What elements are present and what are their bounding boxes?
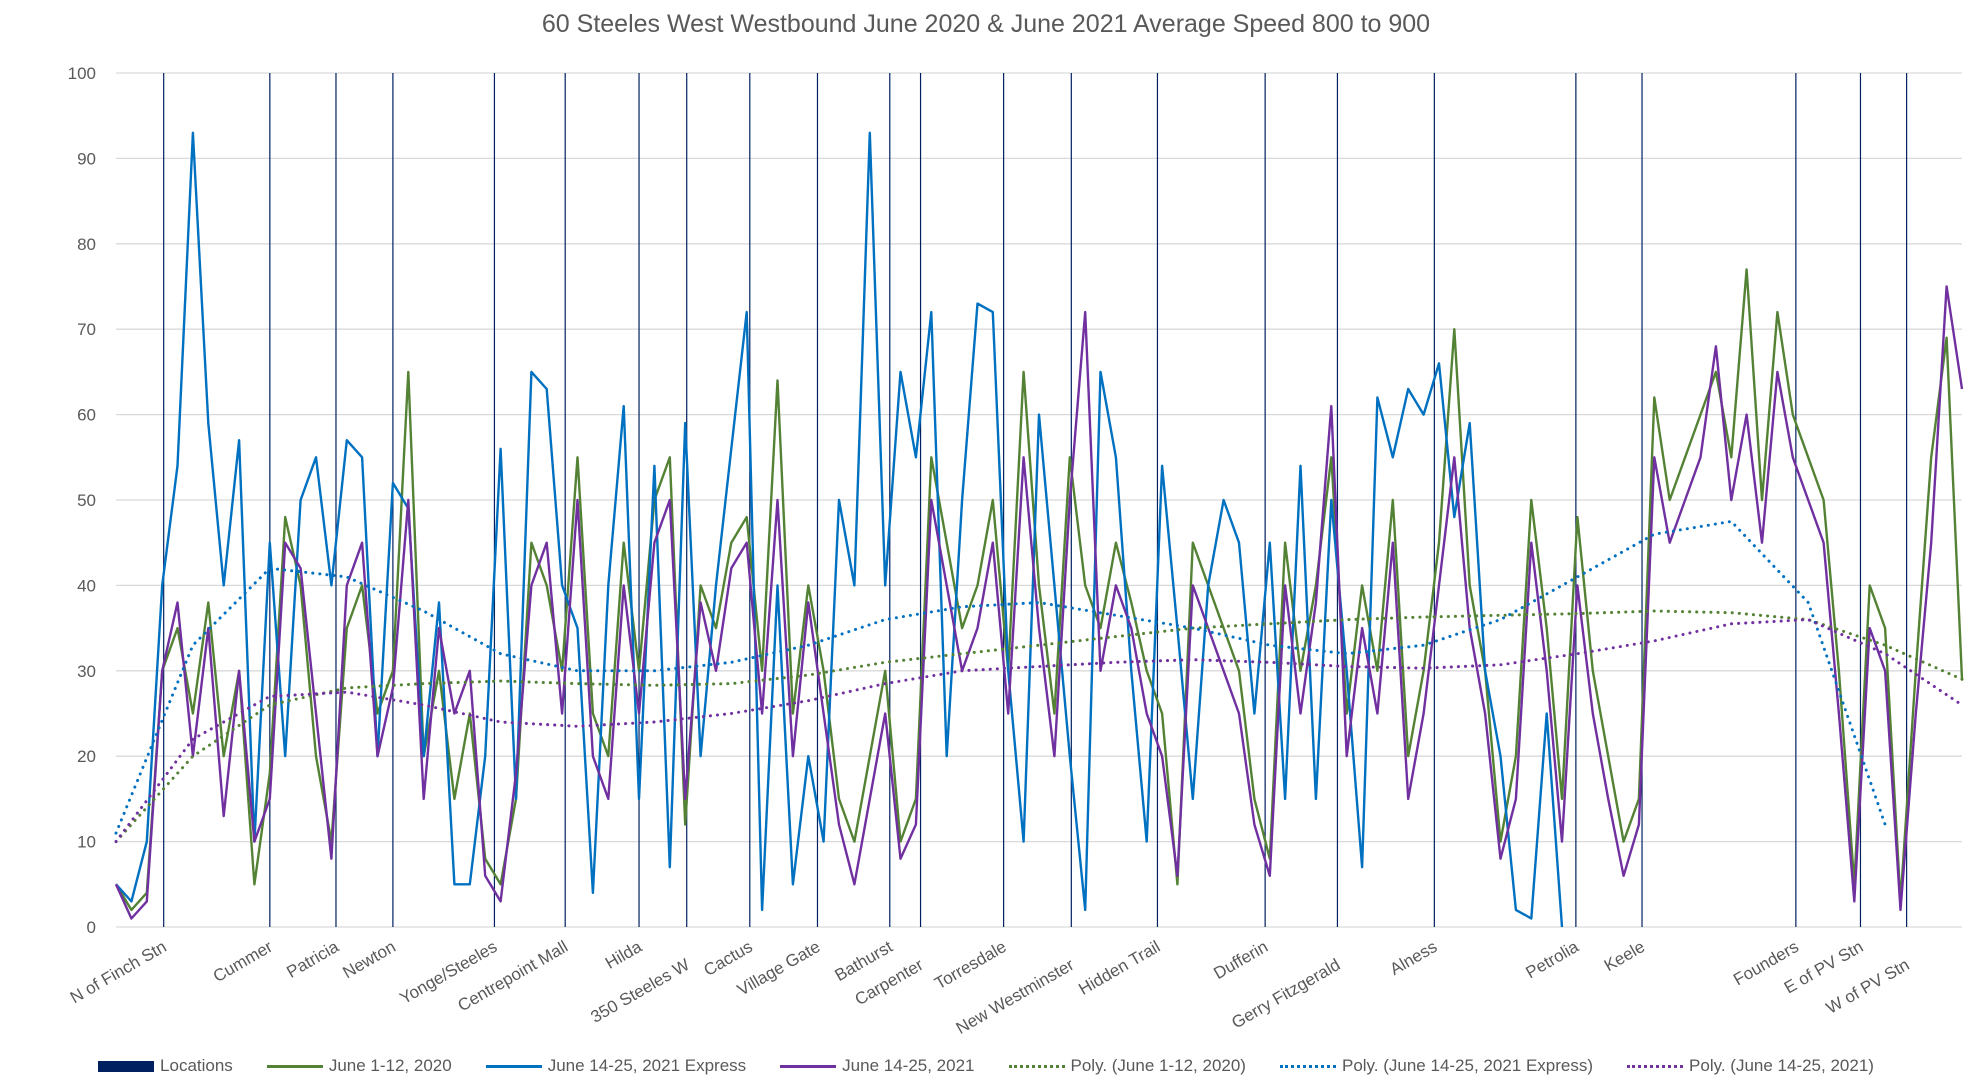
- y-tick-label: 50: [77, 491, 96, 510]
- y-tick-label: 70: [77, 320, 96, 339]
- legend-item-2021: June 14-25, 2021: [780, 1056, 975, 1076]
- legend-swatch: [1279, 1064, 1336, 1068]
- x-category-label: Cactus: [700, 937, 755, 980]
- legend-item-2020: June 1-12, 2020: [266, 1056, 452, 1076]
- y-tick-label: 20: [77, 747, 96, 766]
- y-tick-label: 30: [77, 662, 96, 681]
- trendline-poly-june-1-12-2020-: [114, 609, 1964, 844]
- legend-item-2021-express: June 14-25, 2021 Express: [485, 1056, 747, 1076]
- legend-item-poly-2021-express: Poly. (June 14-25, 2021 Express): [1279, 1056, 1594, 1076]
- legend-item-locations: Locations: [98, 1056, 233, 1076]
- legend-swatch: [780, 1064, 837, 1068]
- legend-swatch: [266, 1064, 323, 1068]
- x-category-label: 350 Steeles W: [587, 955, 692, 1027]
- trendline-poly-june-14-25-2021-: [114, 618, 1964, 844]
- x-category-label: Hidden Trail: [1075, 937, 1163, 999]
- x-category-label: Patricia: [283, 937, 342, 982]
- legend-label: Poly. (June 14-25, 2021): [1689, 1056, 1874, 1075]
- legend-label: June 1-12, 2020: [328, 1056, 452, 1075]
- legend-swatch: [1627, 1064, 1684, 1068]
- x-category-label: Keele: [1601, 937, 1648, 975]
- x-category-label: Alness: [1387, 937, 1441, 979]
- y-tick-label: 40: [77, 576, 96, 595]
- legend-label: June 14-25, 2021: [842, 1056, 975, 1075]
- x-category-label: Hilda: [602, 937, 646, 973]
- legend-swatch: [1008, 1064, 1065, 1068]
- legend-swatch: [98, 1060, 155, 1072]
- y-tick-label: 100: [68, 64, 96, 83]
- legend-swatch: [485, 1064, 542, 1068]
- y-tick-label: 0: [87, 918, 96, 937]
- series-line-june-14-25-2021: [114, 285, 1964, 920]
- y-tick-label: 80: [77, 235, 96, 254]
- legend-label: Locations: [160, 1056, 233, 1075]
- y-tick-label: 60: [77, 406, 96, 425]
- trendline-poly-june-14-25-2021-express-: [114, 519, 1887, 835]
- x-category-label: Dufferin: [1210, 937, 1271, 983]
- legend-item-poly-2021: Poly. (June 14-25, 2021): [1627, 1056, 1874, 1076]
- legend-label: Poly. (June 14-25, 2021 Express): [1341, 1056, 1594, 1075]
- y-tick-label: 10: [77, 833, 96, 852]
- legend-item-poly-2020: Poly. (June 1-12, 2020): [1008, 1056, 1246, 1076]
- legend: Locations June 1-12, 2020 June 14-25, 20…: [0, 1056, 1972, 1076]
- x-category-label: Cummer: [210, 937, 276, 986]
- series-line-june-14-25-2021-express: [115, 131, 1564, 928]
- x-category-label: N of Finch Stn: [67, 937, 170, 1007]
- chart-title: 60 Steeles West Westbound June 2020 & Ju…: [541, 10, 1431, 38]
- legend-label: Poly. (June 1-12, 2020): [1070, 1056, 1246, 1075]
- x-category-label: Torresdale: [931, 937, 1009, 993]
- x-category-label: Newton: [339, 937, 398, 982]
- y-tick-label: 90: [77, 149, 96, 168]
- legend-label: June 14-25, 2021 Express: [547, 1056, 747, 1075]
- x-category-label: Petrolia: [1522, 937, 1582, 983]
